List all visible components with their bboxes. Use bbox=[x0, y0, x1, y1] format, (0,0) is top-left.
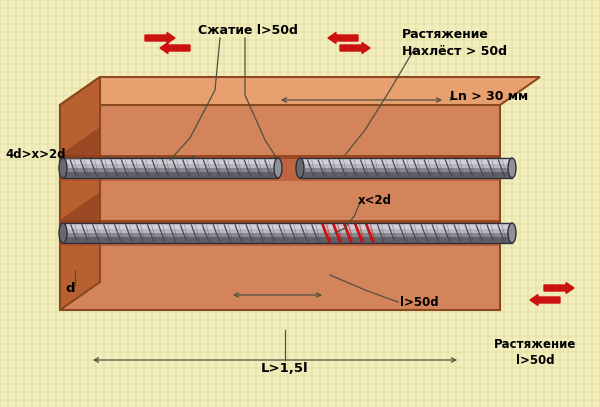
Bar bbox=[60, 159, 500, 181]
Bar bbox=[63, 229, 512, 231]
Polygon shape bbox=[60, 192, 100, 246]
Polygon shape bbox=[60, 127, 100, 181]
Text: x<2d: x<2d bbox=[358, 193, 392, 206]
Ellipse shape bbox=[508, 158, 516, 178]
Bar bbox=[63, 227, 512, 229]
Bar bbox=[63, 158, 278, 178]
Bar bbox=[300, 158, 512, 160]
Polygon shape bbox=[60, 105, 500, 310]
Bar bbox=[60, 224, 500, 246]
Text: Сжатие l>50d: Сжатие l>50d bbox=[198, 24, 298, 37]
Ellipse shape bbox=[508, 223, 516, 243]
Bar bbox=[63, 162, 278, 164]
Bar bbox=[300, 174, 512, 176]
Polygon shape bbox=[60, 77, 540, 105]
Text: L>1,5l: L>1,5l bbox=[261, 361, 309, 374]
Bar bbox=[63, 166, 278, 168]
FancyArrow shape bbox=[340, 42, 370, 53]
Ellipse shape bbox=[296, 158, 304, 178]
Text: Растяжение
Нахлёст > 50d: Растяжение Нахлёст > 50d bbox=[402, 28, 507, 58]
FancyArrow shape bbox=[328, 33, 358, 44]
Bar bbox=[63, 239, 512, 241]
Bar bbox=[300, 160, 512, 162]
Bar bbox=[63, 223, 512, 225]
Bar bbox=[63, 237, 512, 239]
Bar bbox=[63, 176, 278, 178]
Text: d: d bbox=[65, 282, 74, 295]
FancyArrow shape bbox=[145, 33, 175, 44]
Bar bbox=[300, 172, 512, 174]
Bar bbox=[63, 158, 278, 178]
Bar bbox=[63, 235, 512, 237]
Text: Растяжение
l>50d: Растяжение l>50d bbox=[494, 338, 576, 367]
Ellipse shape bbox=[59, 158, 67, 178]
Bar bbox=[63, 233, 512, 235]
Text: l>50d: l>50d bbox=[400, 295, 439, 309]
Bar bbox=[63, 172, 278, 174]
FancyArrow shape bbox=[544, 282, 574, 293]
Ellipse shape bbox=[274, 158, 282, 178]
Text: 4d>x>2d: 4d>x>2d bbox=[5, 149, 65, 162]
Bar bbox=[63, 223, 512, 243]
Bar bbox=[63, 160, 278, 162]
Bar bbox=[300, 166, 512, 168]
Text: Ln > 30 мм: Ln > 30 мм bbox=[450, 90, 528, 103]
Bar bbox=[300, 162, 512, 164]
Ellipse shape bbox=[59, 223, 67, 243]
Bar bbox=[300, 158, 512, 178]
Bar bbox=[300, 176, 512, 178]
Bar bbox=[63, 168, 278, 170]
Bar bbox=[63, 231, 512, 233]
Bar bbox=[60, 155, 500, 159]
Bar bbox=[60, 220, 500, 224]
Bar bbox=[63, 164, 278, 166]
Bar bbox=[300, 170, 512, 172]
FancyArrow shape bbox=[160, 42, 190, 53]
Bar bbox=[300, 168, 512, 170]
Bar bbox=[300, 164, 512, 166]
Polygon shape bbox=[60, 77, 100, 310]
FancyArrow shape bbox=[530, 295, 560, 306]
Bar bbox=[63, 170, 278, 172]
Bar bbox=[300, 158, 512, 178]
Bar bbox=[63, 223, 512, 243]
Bar bbox=[63, 158, 278, 160]
Bar bbox=[63, 241, 512, 243]
Bar bbox=[63, 174, 278, 176]
Bar bbox=[63, 225, 512, 227]
